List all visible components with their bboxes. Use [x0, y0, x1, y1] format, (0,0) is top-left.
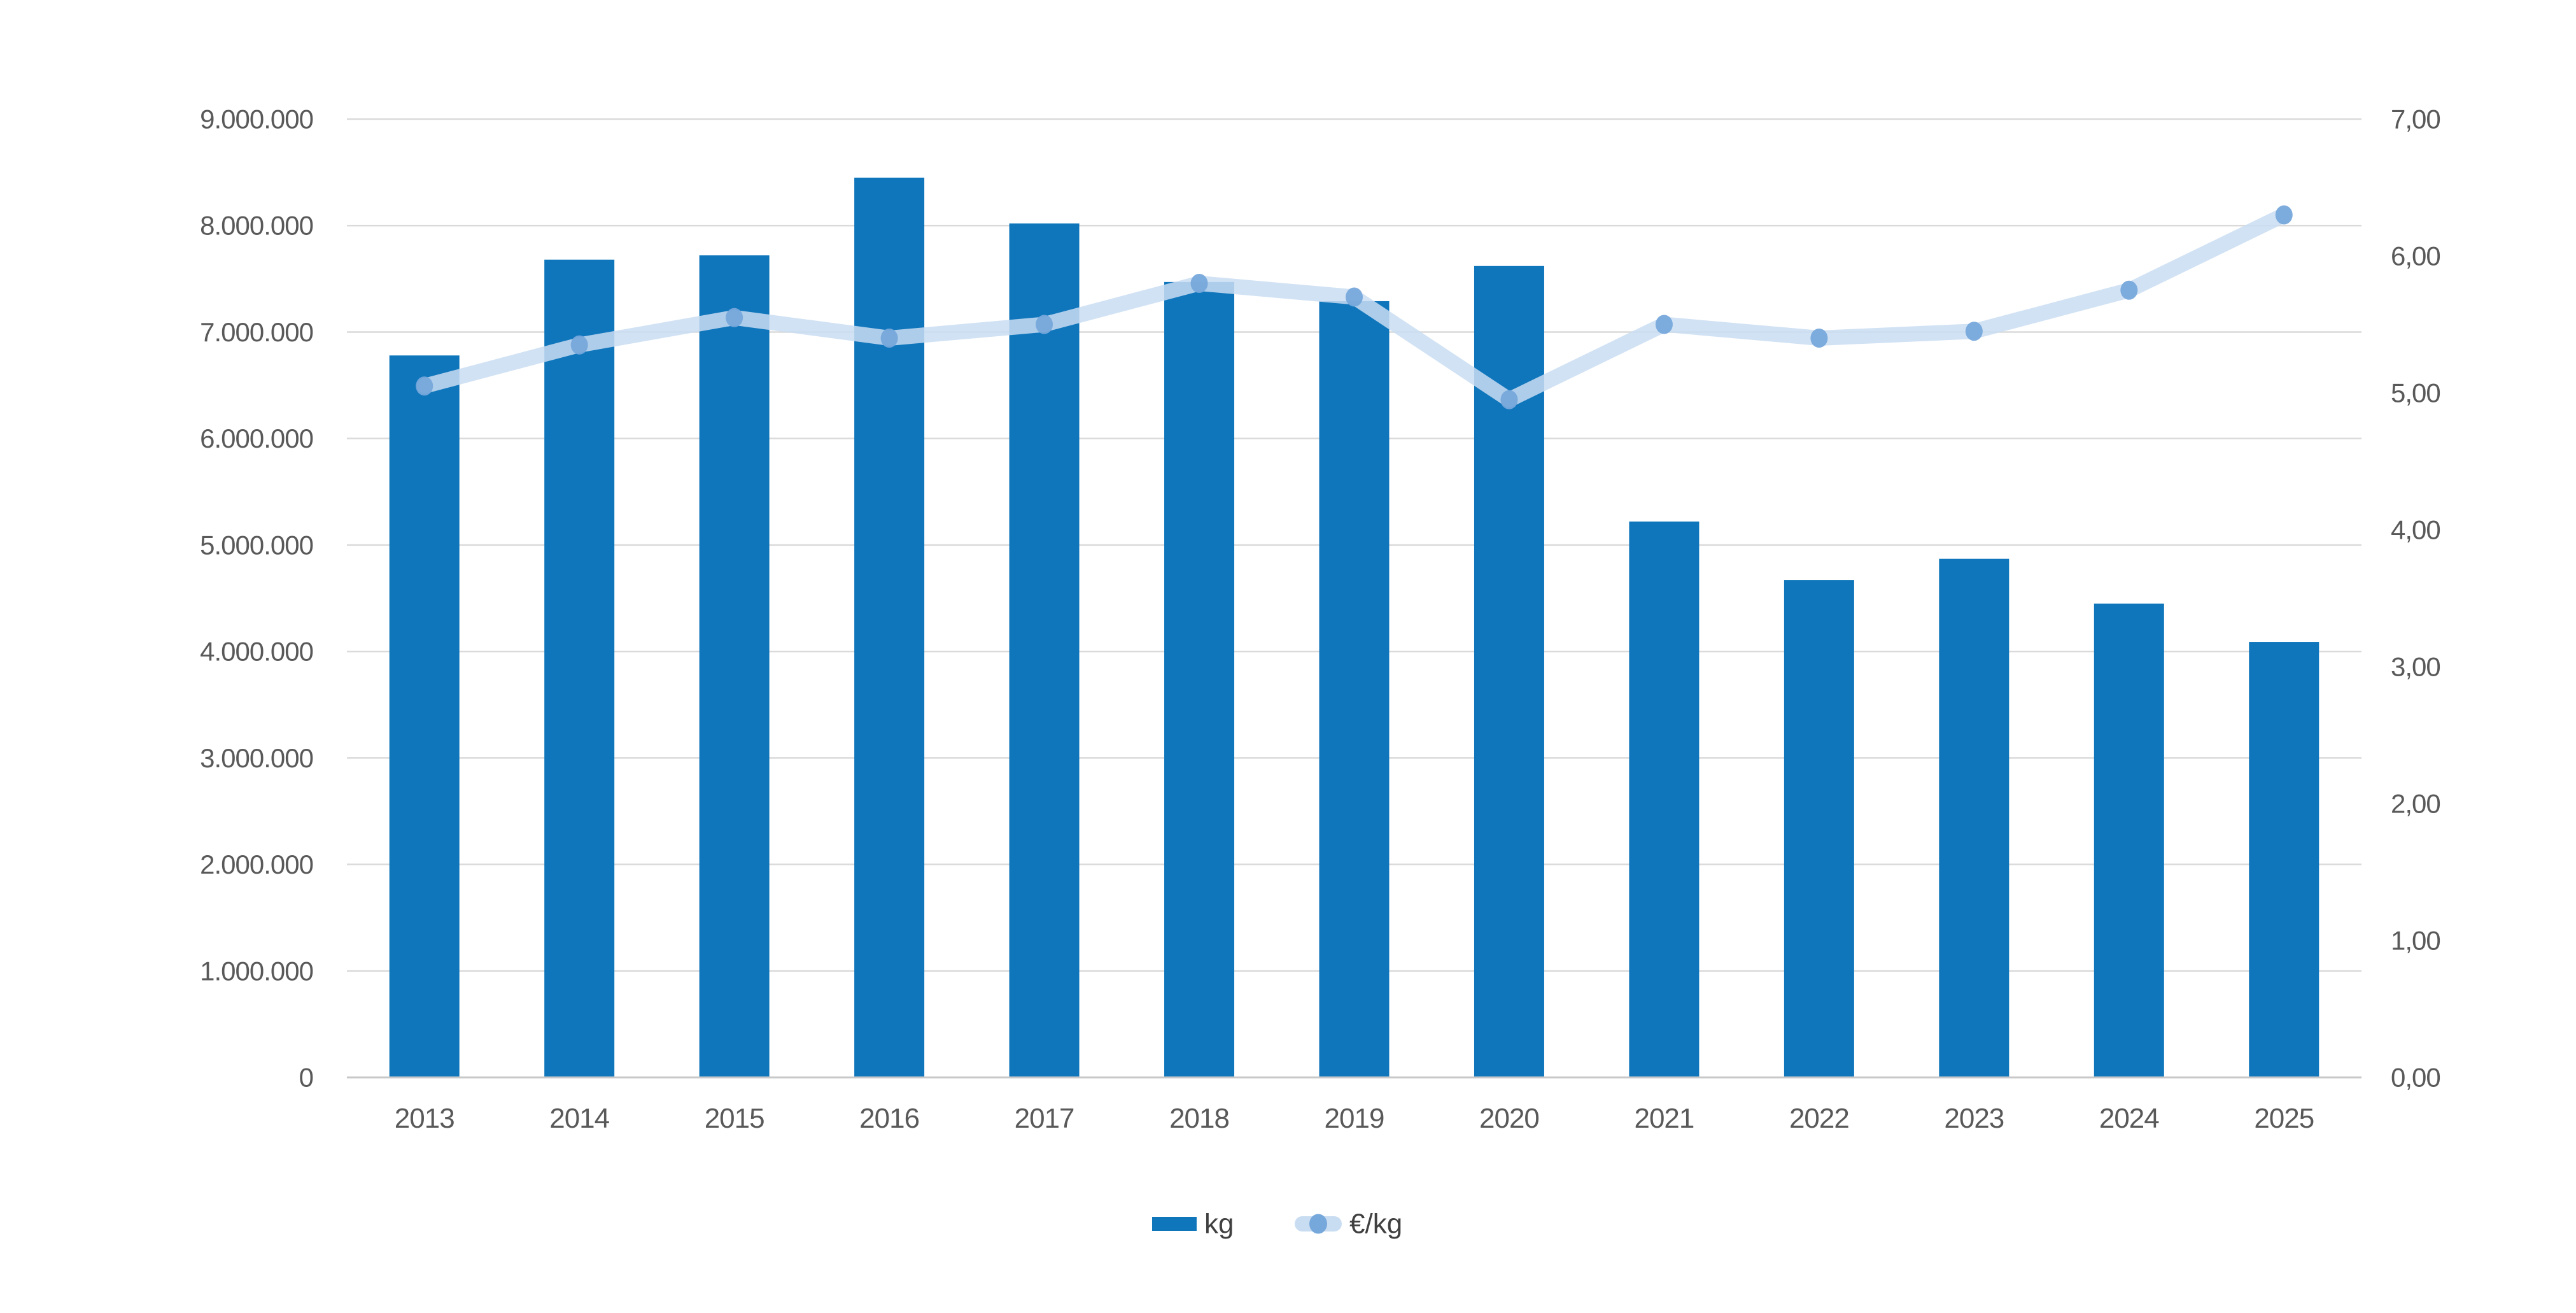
- right-axis-tick-label: 1,00: [2391, 926, 2440, 956]
- left-axis-tick-label: 4.000.000: [200, 637, 313, 667]
- price-marker-2018: [1190, 274, 1208, 293]
- price-line-markers: [416, 205, 2293, 409]
- x-axis-label-2015: 2015: [705, 1103, 764, 1134]
- x-axis-label-2023: 2023: [1944, 1103, 2004, 1134]
- left-axis-tick-label: 3.000.000: [200, 743, 313, 773]
- legend-kg-label: kg: [1204, 1209, 1234, 1240]
- price-marker-2014: [570, 335, 588, 355]
- price-marker-2021: [1655, 315, 1673, 334]
- x-axis-label-2016: 2016: [859, 1103, 919, 1134]
- x-axis-label-2017: 2017: [1015, 1103, 1074, 1134]
- right-axis-tick-label: 7,00: [2391, 104, 2440, 134]
- left-axis-tick-label: 1.000.000: [200, 956, 313, 986]
- price-marker-2020: [1500, 390, 1518, 409]
- bar-2025: [2249, 642, 2319, 1077]
- legend-kg-swatch: [1152, 1217, 1197, 1231]
- right-axis-tick-labels: 0,00 1,00 2,00 3,00 4,00 5,00 6,00 7,00: [2391, 104, 2441, 1093]
- legend-price-label: €/kg: [1349, 1209, 1402, 1240]
- bar-series-kg: [389, 177, 2319, 1078]
- price-marker-2017: [1036, 315, 1053, 334]
- x-axis-labels: 2013 2014 2015 2016 2017 2018 2019 2020 2021 2022…: [395, 1103, 2314, 1134]
- x-axis-label-2024: 2024: [2099, 1103, 2159, 1134]
- left-axis-tick-label: 9.000.000: [200, 104, 313, 134]
- bar-2016: [854, 177, 925, 1078]
- right-axis-tick-label: 6,00: [2391, 241, 2440, 271]
- right-axis-tick-label: 5,00: [2391, 378, 2440, 408]
- legend: kg €/kg: [1152, 1209, 1402, 1240]
- price-marker-2019: [1346, 287, 1363, 307]
- left-axis-tick-label: 8.000.000: [200, 211, 313, 241]
- price-marker-2024: [2120, 280, 2138, 300]
- price-marker-2016: [880, 329, 898, 348]
- x-axis-label-2013: 2013: [395, 1103, 454, 1134]
- left-axis-tick-label: 7.000.000: [200, 317, 313, 347]
- x-axis-label-2018: 2018: [1169, 1103, 1229, 1134]
- left-axis-tick-label: 2.000.000: [200, 849, 313, 879]
- bar-2018: [1164, 281, 1235, 1078]
- bar-2019: [1319, 301, 1390, 1078]
- left-axis-tick-labels: 0 1.000.000 2.000.000 3.000.000 4.000.000 5.0…: [200, 104, 314, 1093]
- x-axis-label-2021: 2021: [1634, 1103, 1694, 1134]
- x-axis-label-2020: 2020: [1479, 1103, 1539, 1134]
- right-axis-tick-label: 2,00: [2391, 789, 2440, 819]
- right-axis-tick-label: 0,00: [2391, 1063, 2440, 1093]
- left-axis-tick-label: 5.000.000: [200, 530, 313, 560]
- price-marker-2023: [1965, 322, 1983, 341]
- x-axis-label-2014: 2014: [549, 1103, 609, 1134]
- price-marker-2013: [416, 376, 433, 396]
- x-axis-label-2019: 2019: [1325, 1103, 1384, 1134]
- price-marker-2025: [2275, 205, 2293, 225]
- bar-2024: [2094, 603, 2164, 1077]
- bar-2015: [699, 255, 770, 1077]
- right-axis-tick-label: 3,00: [2391, 652, 2440, 682]
- left-axis-tick-label: 6.000.000: [200, 423, 313, 453]
- bar-2023: [1939, 558, 2009, 1077]
- bar-2013: [389, 355, 460, 1077]
- x-axis-label-2025: 2025: [2254, 1103, 2314, 1134]
- x-axis-label-2022: 2022: [1789, 1103, 1849, 1134]
- left-axis-tick-label: 0: [299, 1063, 313, 1093]
- bar-2017: [1009, 223, 1080, 1077]
- price-marker-2022: [1810, 329, 1828, 348]
- bar-2014: [544, 259, 615, 1077]
- bar-2021: [1629, 522, 1700, 1077]
- right-axis-tick-label: 4,00: [2391, 515, 2440, 545]
- price-marker-2015: [726, 308, 743, 327]
- bar-2022: [1784, 580, 1854, 1077]
- legend-price-marker-swatch: [1309, 1214, 1327, 1234]
